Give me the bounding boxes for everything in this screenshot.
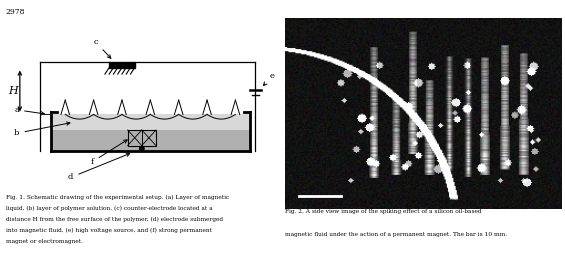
Text: distance H from the free surface of the polymer, (d) electrode submerged: distance H from the free surface of the …	[6, 217, 223, 222]
Text: a: a	[14, 106, 45, 115]
Text: b: b	[14, 122, 70, 137]
Bar	[109, 62, 134, 68]
Text: magnet or electromagnet.: magnet or electromagnet.	[6, 239, 82, 244]
Text: H: H	[8, 86, 18, 96]
Text: d: d	[68, 153, 130, 181]
Text: Fig. 1. Schematic drawing of the experimental setup. (a) Layer of magnetic: Fig. 1. Schematic drawing of the experim…	[6, 195, 229, 200]
Text: e: e	[263, 72, 275, 86]
Text: liquid, (b) layer of polymer solution, (c) counter-electrode located at a: liquid, (b) layer of polymer solution, (…	[6, 206, 212, 211]
Text: c: c	[94, 38, 111, 58]
Bar	[51, 130, 250, 151]
Text: into magnetic fluid, (e) high voltage source, and (f) strong permanent: into magnetic fluid, (e) high voltage so…	[6, 228, 212, 233]
Bar	[51, 114, 250, 130]
Text: magnetic fluid under the action of a permanent magnet. The bar is 10 mm.: magnetic fluid under the action of a per…	[285, 232, 507, 237]
Text: Fig. 2. A side view image of the spiking effect of a silicon oil-based: Fig. 2. A side view image of the spiking…	[285, 209, 482, 214]
Bar	[128, 130, 156, 146]
Circle shape	[140, 147, 144, 151]
Text: 2978: 2978	[6, 8, 25, 16]
Text: f: f	[91, 140, 127, 166]
